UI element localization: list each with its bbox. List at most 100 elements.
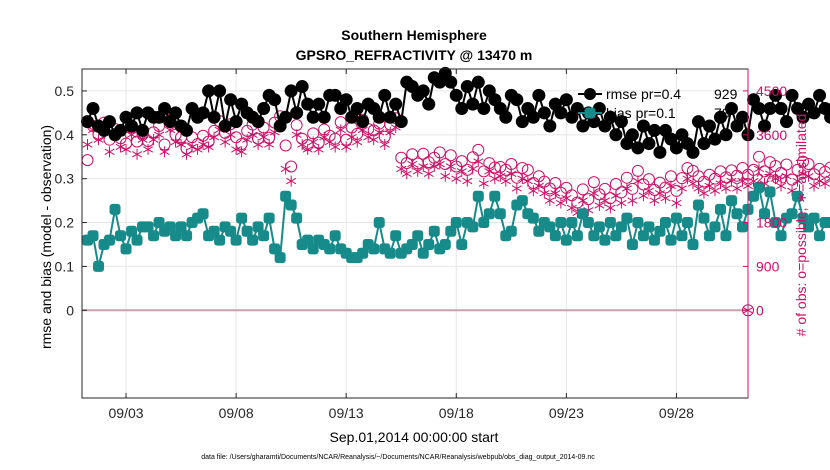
rmse-point — [196, 106, 210, 120]
obs-assimilated-point — [313, 143, 324, 155]
x-tick-label: 09/28 — [659, 405, 694, 421]
rmse-point — [510, 93, 524, 107]
rmse-point — [769, 88, 783, 102]
obs-assimilated-point — [143, 143, 154, 155]
bias-point — [676, 230, 688, 242]
rmse-point — [543, 119, 557, 133]
bias-point — [571, 230, 583, 242]
obs-assimilated-point — [198, 139, 209, 151]
bias-point — [412, 230, 424, 242]
bias-point — [428, 225, 440, 237]
bias-point — [280, 190, 292, 202]
rmse-point — [202, 84, 216, 98]
bias-point — [120, 243, 132, 255]
bias-point — [456, 238, 468, 250]
obs-assimilated-point — [489, 173, 500, 185]
bias-point — [555, 217, 567, 229]
bias-point — [368, 243, 380, 255]
bias-point — [225, 225, 237, 237]
bias-point — [599, 234, 611, 246]
obs-assimilated-point — [643, 185, 654, 197]
rmse-point — [218, 119, 232, 133]
rmse-point — [554, 106, 568, 120]
obs-assimilated-point — [154, 129, 165, 141]
bias-point — [247, 234, 259, 246]
rmse-point — [284, 84, 298, 98]
obs-assimilated-point — [687, 178, 698, 190]
obs-assimilated-point — [704, 180, 715, 192]
obs-assimilated-point — [330, 141, 341, 153]
y2-tick-label: 3600 — [756, 127, 787, 143]
bias-point — [109, 203, 121, 215]
obs-assimilated-point — [665, 180, 676, 192]
obs-assimilated-point — [291, 129, 302, 141]
bias-point — [731, 208, 743, 220]
rmse-point — [614, 115, 628, 129]
obs-assimilated-point — [225, 129, 236, 141]
rmse-point — [229, 115, 243, 129]
rmse-point — [570, 101, 584, 115]
bias-point — [709, 221, 721, 233]
rmse-point — [257, 101, 271, 115]
rmse-point — [774, 101, 788, 115]
bias-point — [736, 221, 748, 233]
rmse-point — [471, 75, 485, 89]
bias-point — [814, 230, 826, 242]
rmse-point — [576, 119, 590, 133]
obs-assimilated-point — [484, 165, 495, 177]
bias-point — [621, 212, 633, 224]
bias-point — [714, 203, 726, 215]
obs-possible-point — [802, 158, 815, 171]
bias-point — [357, 247, 369, 259]
rmse-point — [499, 110, 513, 124]
obs-assimilated-point — [407, 158, 418, 170]
obs-possible-point — [472, 143, 485, 156]
rmse-point — [477, 101, 491, 115]
bias-point — [236, 212, 248, 224]
obs-assimilated-point — [220, 136, 231, 148]
obs-assimilated-point — [500, 175, 511, 187]
rmse-point — [81, 115, 95, 129]
obs-assimilated-point — [363, 131, 374, 143]
bias-point — [406, 238, 418, 250]
bias-point — [390, 230, 402, 242]
bias-point — [423, 238, 435, 250]
obs-assimilated-point — [253, 139, 264, 151]
bias-point — [384, 247, 396, 259]
rmse-point — [449, 88, 463, 102]
bias-point — [115, 230, 127, 242]
bias-point — [786, 208, 798, 220]
obs-assimilated-point — [445, 160, 456, 172]
obs-assimilated-point — [368, 134, 379, 146]
rmse-point — [306, 110, 320, 124]
y2-tick-label: 0 — [756, 302, 764, 318]
obs-assimilated-point — [319, 131, 330, 143]
rmse-point — [207, 110, 221, 124]
obs-assimilated-point — [709, 185, 720, 197]
bias-point — [148, 230, 160, 242]
rmse-point — [603, 110, 617, 124]
legend-marker — [584, 107, 596, 119]
bias-point — [648, 234, 660, 246]
obs-assimilated-point — [440, 170, 451, 182]
bias-point — [759, 208, 771, 220]
obs-assimilated-point — [115, 141, 126, 153]
obs-assimilated-point — [247, 129, 258, 141]
rmse-point — [758, 119, 772, 133]
obs-assimilated-point — [104, 146, 115, 158]
obs-assimilated-point — [698, 187, 709, 199]
rmse-point — [559, 93, 573, 107]
bias-point — [764, 186, 776, 198]
rmse-point — [356, 115, 370, 129]
rmse-point — [824, 110, 830, 124]
bias-series — [82, 181, 830, 272]
y-tick-label: 0 — [66, 302, 74, 318]
bias-point — [214, 234, 226, 246]
obs-assimilated-point — [566, 202, 577, 214]
obs-assimilated-point — [385, 126, 396, 138]
bias-point — [560, 234, 572, 246]
bias-point — [632, 217, 644, 229]
y-axis-label: rmse and bias (model - observation) — [38, 125, 54, 349]
obs-assimilated-point — [632, 175, 643, 187]
